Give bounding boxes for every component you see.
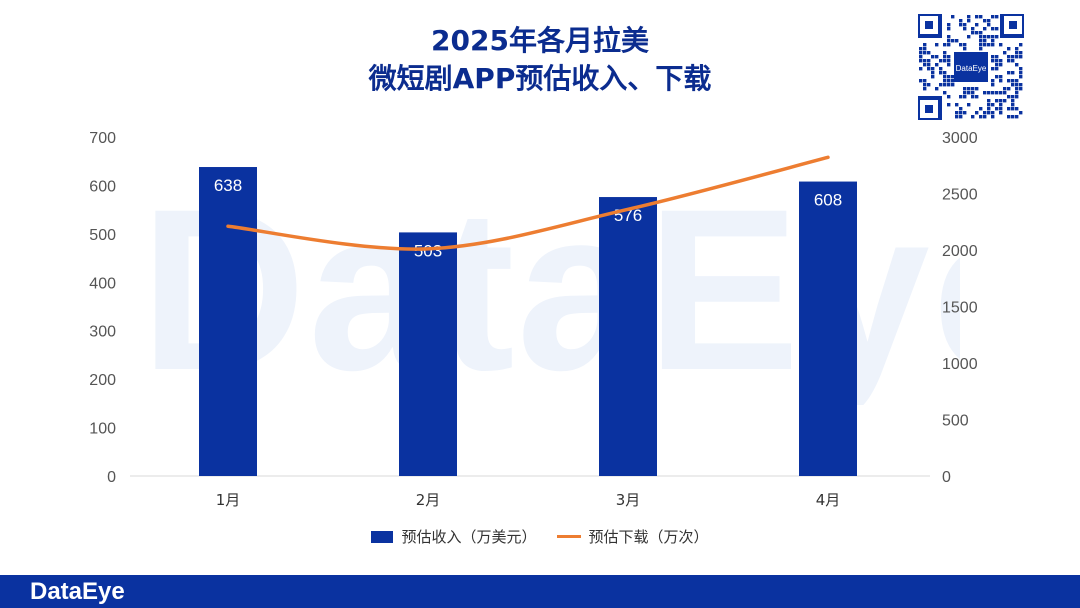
line-series [226, 155, 830, 251]
title-line-2: 微短剧APP预估收入、下载 [368, 62, 712, 95]
footer-bar: DataEye [0, 575, 1080, 608]
category-label: 2月 [416, 491, 441, 509]
legend: 预估收入（万美元） 预估下载（万次） [0, 526, 1080, 547]
left-tick-label: 600 [89, 178, 116, 195]
legend-line-swatch [556, 535, 581, 538]
footer-logo: DataEye [30, 578, 125, 605]
category-label: 3月 [616, 491, 641, 509]
right-tick-label: 0 [942, 469, 951, 486]
left-tick-label: 100 [89, 421, 116, 438]
category-label: 1月 [216, 491, 241, 509]
combo-chart: 0 100 200 300 400 500 600 700 0 500 1000 1500 2000 2… [89, 130, 978, 509]
left-tick-label: 300 [89, 324, 116, 341]
category-label: 4月 [816, 491, 841, 509]
bar [399, 232, 457, 476]
left-tick-label: 400 [89, 275, 116, 292]
bar-data-label: 503 [414, 241, 442, 260]
legend-item-revenue: 预估收入（万美元） [371, 526, 537, 547]
left-tick-label: 500 [89, 227, 116, 244]
left-tick-label: 700 [89, 130, 116, 147]
right-tick-label: 2500 [942, 187, 978, 204]
right-axis: 0 500 1000 1500 2000 2500 3000 [942, 130, 978, 486]
bar-data-label: 638 [214, 176, 242, 195]
legend-label-revenue: 预估收入（万美元） [401, 528, 537, 546]
legend-bar-swatch [371, 530, 394, 543]
chart-title: 2025年各月拉美 微短剧APP预估收入、下载 [0, 22, 1080, 98]
right-tick-label: 1500 [942, 300, 978, 317]
bar-data-label: 608 [814, 191, 842, 210]
left-tick-label: 0 [107, 469, 116, 486]
legend-label-downloads: 预估下载（万次） [588, 528, 709, 546]
bar [799, 181, 857, 476]
left-tick-label: 200 [89, 372, 116, 389]
qr-code-icon: DataEye [918, 14, 1024, 120]
title-line-1: 2025年各月拉美 [431, 24, 649, 57]
qr-logo-text: DataEye [956, 64, 987, 73]
left-axis: 0 100 200 300 400 500 600 700 [89, 130, 116, 486]
bar [199, 167, 257, 477]
legend-item-downloads: 预估下载（万次） [556, 526, 709, 547]
right-tick-label: 1000 [942, 356, 978, 373]
download-line [226, 155, 830, 251]
right-tick-label: 500 [942, 413, 969, 430]
right-tick-label: 2000 [942, 243, 978, 260]
right-tick-label: 3000 [942, 130, 978, 147]
bar [599, 197, 657, 476]
x-axis: 1月 2月 3月 4月 [216, 491, 841, 509]
